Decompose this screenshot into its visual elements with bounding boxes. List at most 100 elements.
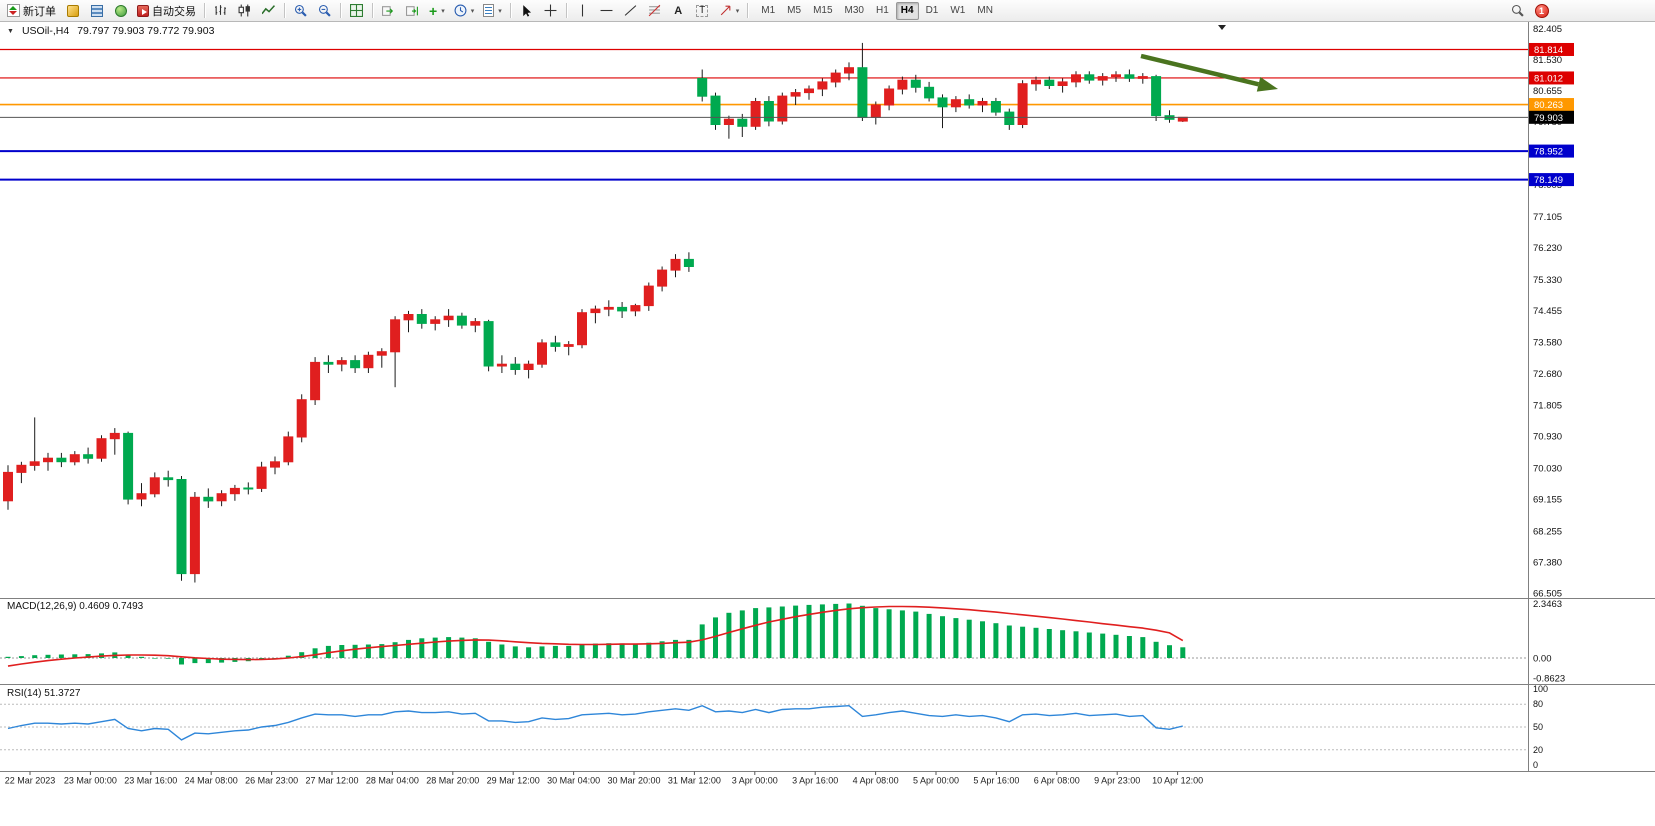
candle [1151, 76, 1162, 117]
trendline-icon [624, 5, 637, 16]
timeframe-button-h4[interactable]: H4 [895, 1, 919, 20]
candle [617, 306, 628, 312]
shapes-button[interactable]: ▾ [715, 1, 744, 21]
fibonacci-button[interactable] [643, 1, 666, 21]
new-order-icon [7, 4, 20, 17]
candle [310, 361, 321, 401]
auto-trading-button[interactable]: 自动交易 [133, 1, 200, 21]
new-order-button[interactable]: 新订单 [3, 1, 60, 21]
navigator-button[interactable] [109, 1, 132, 21]
tile-windows-button[interactable] [345, 1, 368, 21]
svg-text:26 Mar 23:00: 26 Mar 23:00 [245, 776, 298, 786]
svg-text:67.380: 67.380 [1533, 557, 1562, 568]
candle [563, 344, 574, 347]
search-button[interactable] [1506, 1, 1529, 21]
timeframe-button-w1[interactable]: W1 [945, 2, 970, 20]
auto-scroll-button[interactable] [377, 1, 400, 21]
zoom-in-button[interactable] [289, 1, 312, 21]
timeframe-button-d1[interactable]: D1 [921, 2, 944, 20]
notification-button[interactable]: 1 [1530, 1, 1553, 21]
svg-text:5 Apr 00:00: 5 Apr 00:00 [913, 776, 959, 786]
fibonacci-icon [648, 4, 661, 17]
cursor-button[interactable] [515, 1, 538, 21]
timeframe-button-mn[interactable]: MN [972, 2, 998, 20]
candle [283, 436, 294, 463]
candle [657, 269, 668, 287]
bar-chart-icon [215, 5, 226, 15]
trendline-button[interactable] [619, 1, 642, 21]
data-window-button[interactable] [85, 1, 108, 21]
chart-shift-button[interactable] [401, 1, 424, 21]
candle [964, 99, 975, 106]
timeframe-button-m1[interactable]: M1 [756, 2, 780, 20]
svg-text:66.505: 66.505 [1533, 588, 1562, 599]
svg-text:23 Mar 00:00: 23 Mar 00:00 [64, 776, 117, 786]
candle [443, 315, 454, 321]
svg-text:70.030: 70.030 [1533, 463, 1562, 474]
svg-text:77.105: 77.105 [1533, 212, 1562, 223]
candle [523, 363, 534, 371]
candle [737, 118, 748, 127]
candle [430, 319, 441, 324]
vertical-line-button[interactable] [571, 1, 594, 21]
timeframe-button-h1[interactable]: H1 [871, 2, 894, 20]
svg-text:71.805: 71.805 [1533, 400, 1562, 411]
candle [683, 258, 694, 267]
svg-text:0: 0 [1533, 760, 1538, 770]
rsi-label: RSI(14) 51.3727 [7, 688, 81, 699]
candle [924, 86, 935, 99]
candle [670, 258, 681, 271]
svg-text:80.655: 80.655 [1533, 86, 1562, 97]
bar-chart-button[interactable] [209, 1, 232, 21]
candle [16, 464, 27, 473]
templates-button[interactable]: ▾ [479, 1, 506, 21]
candle [804, 88, 814, 94]
candle [83, 454, 94, 459]
svg-text:75.330: 75.330 [1533, 275, 1562, 286]
vertical-line-icon [581, 4, 583, 17]
indicators-button[interactable]: + ▾ [425, 1, 449, 21]
label-button[interactable]: T [691, 1, 714, 21]
text-button[interactable]: A [667, 1, 690, 21]
time-scale[interactable]: 22 Mar 2023 23 Mar 00:00 23 Mar 16:00 24 Ma… [5, 771, 1203, 786]
candle [977, 101, 988, 106]
candle [189, 496, 200, 575]
candle [363, 354, 374, 369]
candle [296, 399, 307, 438]
auto-scroll-icon [382, 6, 394, 16]
data-window-icon [90, 4, 103, 17]
rsi-panel: 100 80 50 20 0 [0, 684, 1548, 770]
timeframe-button-m5[interactable]: M5 [782, 2, 806, 20]
zoom-out-button[interactable] [313, 1, 336, 21]
candle [1124, 74, 1135, 79]
candle [43, 457, 53, 463]
arrow-shape-icon [720, 5, 731, 16]
candle [216, 493, 227, 502]
candle [1177, 116, 1188, 122]
candle [777, 95, 788, 122]
line-chart-button[interactable] [257, 1, 280, 21]
timeframe-button-m15[interactable]: M15 [808, 2, 837, 20]
crosshair-button[interactable] [539, 1, 562, 21]
macd-panel: 2.3463 0.00 -0.8623 [0, 599, 1565, 685]
candle [857, 67, 868, 118]
periods-button[interactable]: ▾ [450, 1, 479, 21]
horizontal-line-button[interactable] [595, 1, 618, 21]
collapse-arrow-icon[interactable]: ▼ [7, 27, 14, 35]
svg-text:29 Mar 12:00: 29 Mar 12:00 [487, 776, 540, 786]
search-icon [1511, 4, 1524, 17]
svg-text:100: 100 [1533, 684, 1548, 694]
svg-text:28 Mar 20:00: 28 Mar 20:00 [426, 776, 479, 786]
market-watch-button[interactable] [61, 1, 84, 21]
price-tag [1529, 173, 1574, 187]
candle [350, 360, 361, 369]
timeframe-button-m30[interactable]: M30 [840, 2, 869, 20]
candlestick-chart-button[interactable] [233, 1, 256, 21]
svg-text:3 Apr 00:00: 3 Apr 00:00 [732, 776, 778, 786]
candle [163, 477, 174, 481]
svg-text:27 Mar 12:00: 27 Mar 12:00 [305, 776, 358, 786]
candle [149, 477, 160, 495]
candle [56, 457, 67, 463]
candle [1097, 76, 1108, 81]
